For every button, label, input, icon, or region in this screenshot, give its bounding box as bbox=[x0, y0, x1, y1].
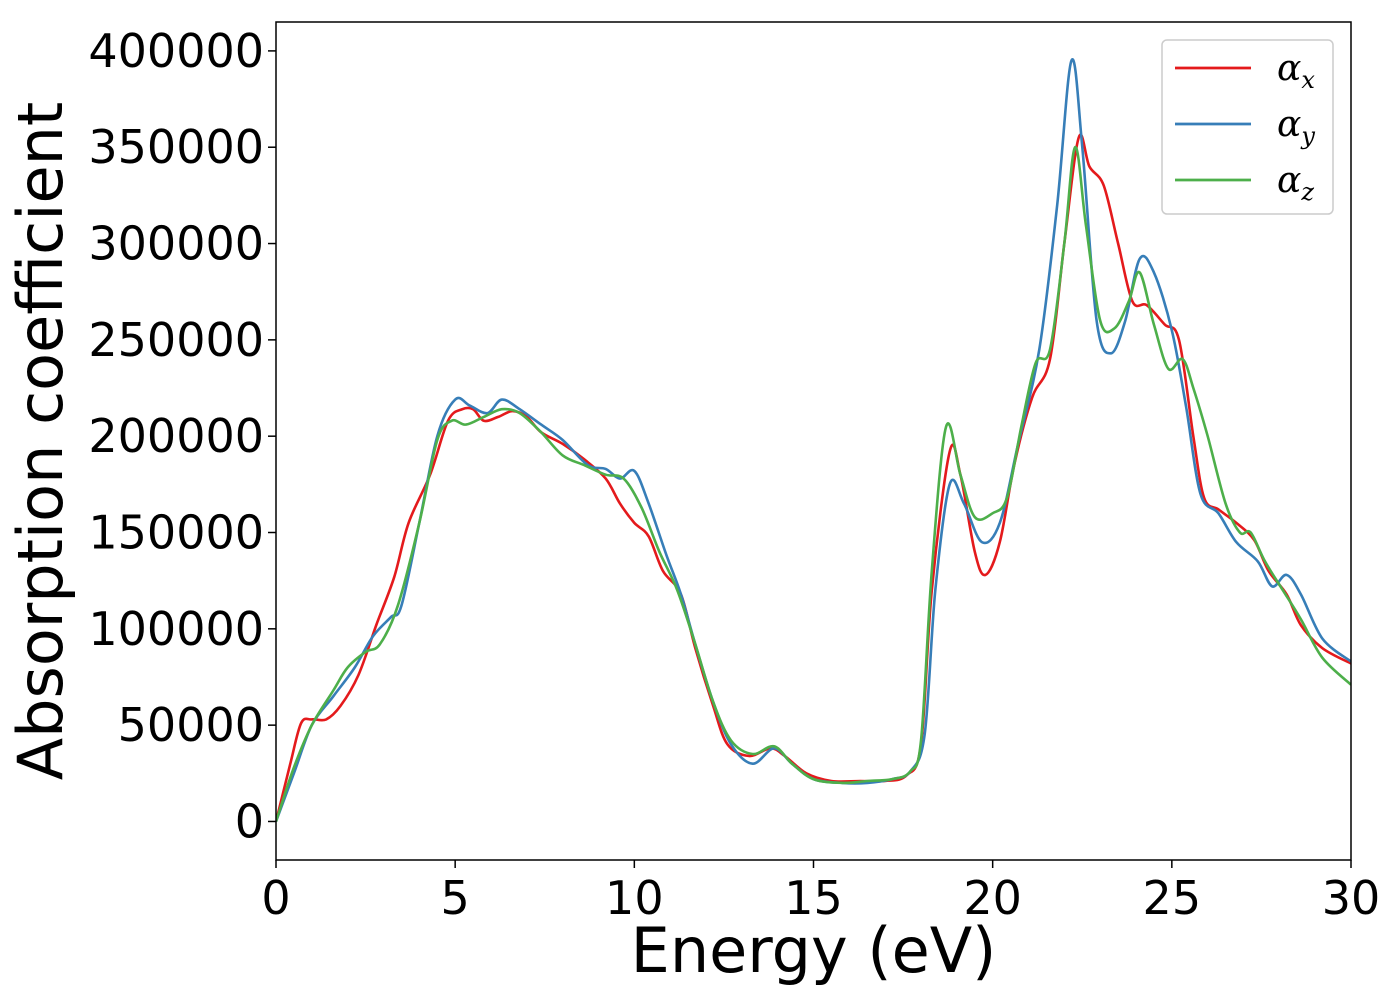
y-tick-label: 100000 bbox=[88, 602, 264, 656]
series-layer bbox=[276, 58, 1351, 822]
x-tick-label: 20 bbox=[963, 871, 1022, 925]
x-axis: 0 5 10 15 20 25 30 bbox=[261, 860, 1380, 925]
x-tick-label: 30 bbox=[1322, 871, 1381, 925]
x-tick-label: 0 bbox=[261, 871, 290, 925]
x-tick-label: 5 bbox=[441, 871, 470, 925]
x-tick-label: 15 bbox=[784, 871, 843, 925]
legend-subscript: z bbox=[1300, 178, 1314, 206]
series-line-z bbox=[276, 145, 1351, 822]
legend-label-x: αx bbox=[1277, 48, 1315, 94]
legend-subscript: x bbox=[1301, 66, 1315, 94]
y-tick-label: 0 bbox=[235, 794, 264, 848]
y-axis: 0 50000 100000 150000 200000 250000 300000 3500… bbox=[88, 24, 276, 848]
series-line-y bbox=[276, 58, 1351, 822]
legend-label-y: αy bbox=[1277, 104, 1315, 150]
y-axis-title: Absorption coefficient bbox=[4, 102, 77, 781]
x-axis-title: Energy (eV) bbox=[631, 914, 997, 987]
y-tick-label: 350000 bbox=[88, 120, 264, 174]
legend-symbol: α bbox=[1277, 160, 1301, 201]
legend-symbol: α bbox=[1277, 48, 1301, 89]
y-tick-label: 150000 bbox=[88, 506, 264, 560]
x-tick-label: 10 bbox=[605, 871, 664, 925]
y-tick-label: 300000 bbox=[88, 217, 264, 271]
x-tick-label: 25 bbox=[1143, 871, 1202, 925]
y-tick-label: 50000 bbox=[118, 698, 264, 752]
y-tick-label: 200000 bbox=[88, 409, 264, 463]
legend-symbol: α bbox=[1277, 104, 1301, 145]
legend-subscript: y bbox=[1300, 122, 1315, 150]
y-tick-label: 400000 bbox=[88, 24, 264, 78]
y-tick-label: 250000 bbox=[88, 313, 264, 367]
legend-box bbox=[1161, 39, 1334, 215]
legend-label-z: αz bbox=[1277, 160, 1314, 206]
